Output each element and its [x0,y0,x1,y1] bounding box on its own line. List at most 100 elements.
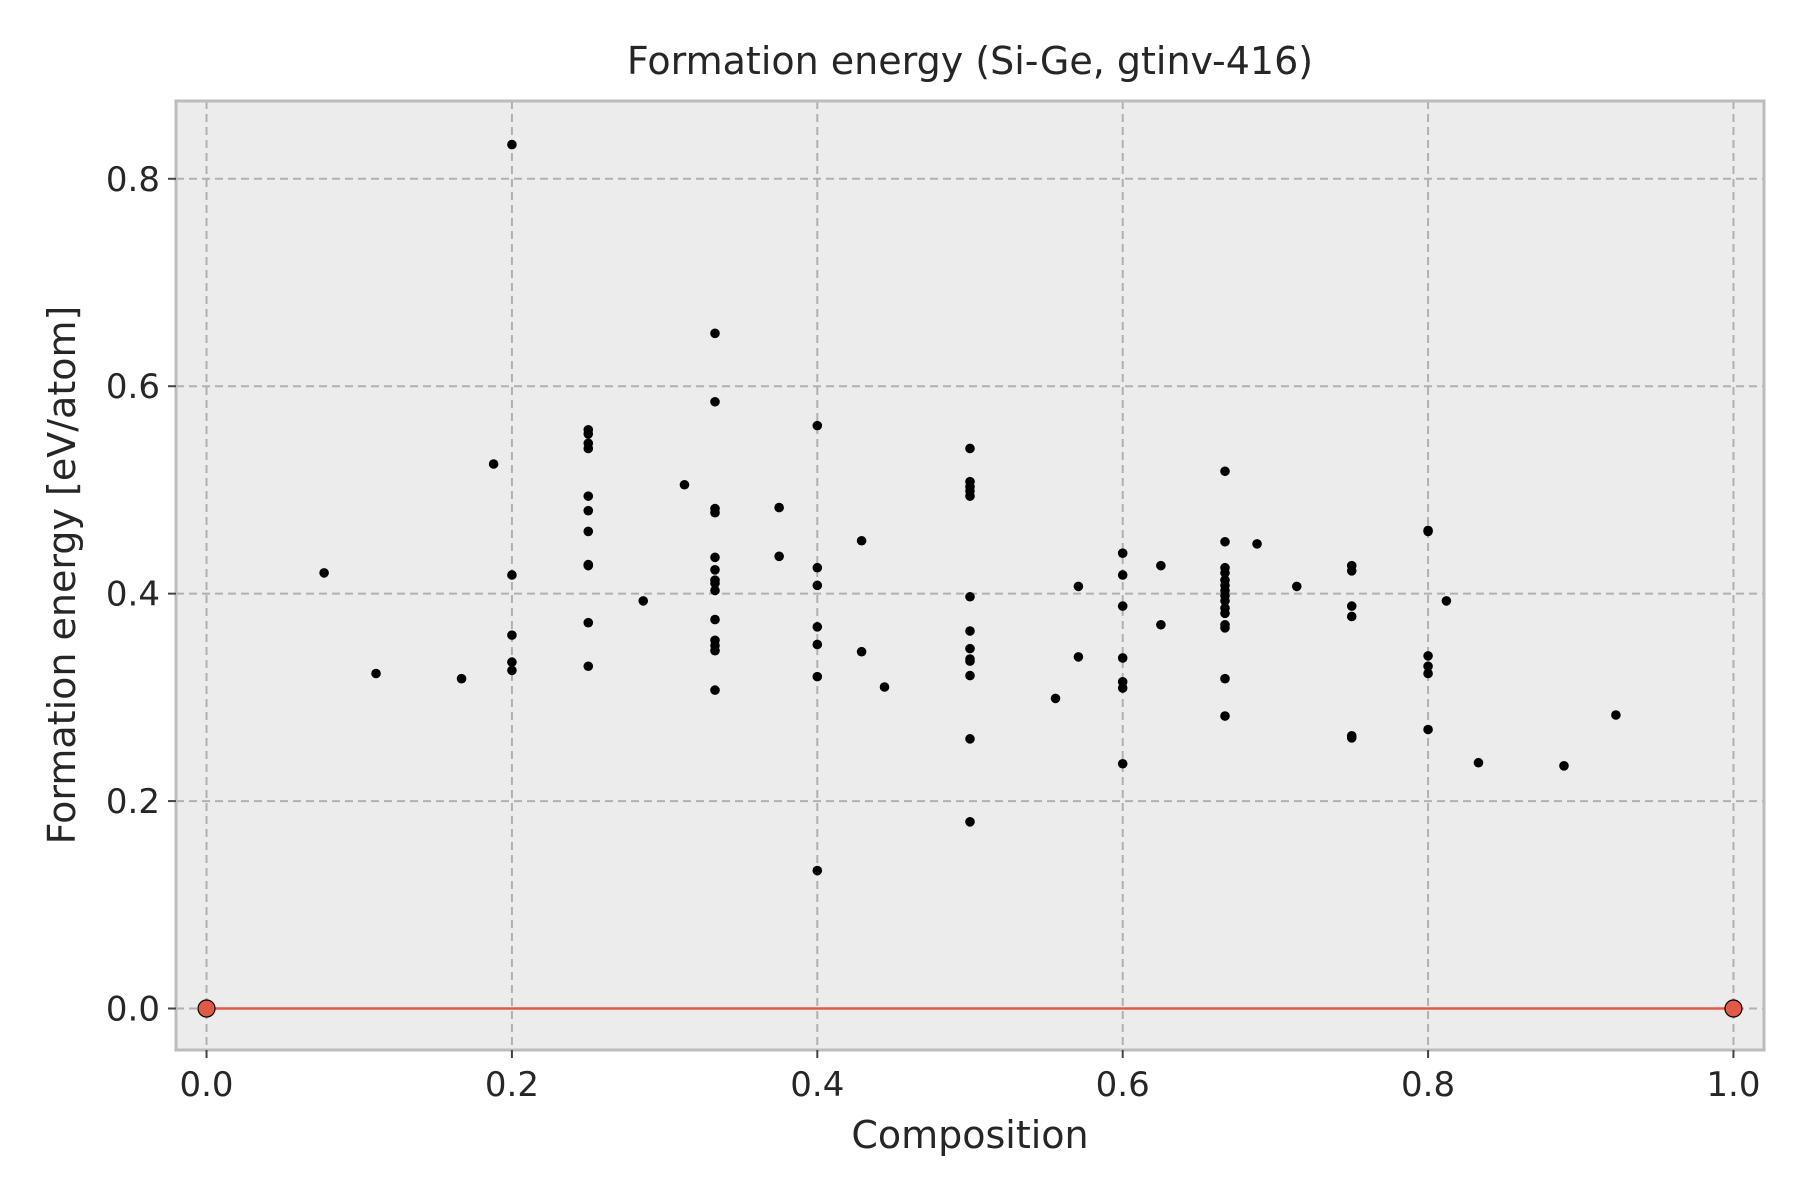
data-point [965,734,975,744]
data-point [679,479,690,490]
data-point [774,551,784,562]
data-point [812,622,823,632]
data-point [710,585,720,596]
x-tick-label: 0.4 [790,1065,844,1105]
data-point [812,420,823,431]
data-point [1117,570,1128,580]
data-point [1473,757,1484,768]
data-point [710,552,720,563]
data-point [1220,623,1230,633]
data-point [507,665,517,676]
data-point [1611,710,1621,720]
y-axis-ticks: 0.0 0.2 0.4 0.6 0.8 [106,160,176,1030]
data-point [1220,568,1230,578]
x-tick-label: 0.0 [179,1065,233,1105]
data-point [638,596,649,606]
data-point [507,657,517,667]
data-point [710,507,720,518]
data-point [812,639,823,650]
data-point [1291,581,1302,592]
data-point [812,671,823,682]
data-point [1073,652,1084,662]
hull-point [197,999,216,1018]
y-tick-label: 0.4 [106,575,160,615]
data-point [583,526,594,537]
data-point [1156,619,1166,630]
data-point [1117,601,1128,611]
data-point [965,656,975,666]
data-point [1346,733,1357,743]
data-point [1220,596,1230,606]
x-tick-label: 1.0 [1706,1065,1760,1105]
y-tick-label: 0.6 [106,367,160,407]
data-point [1117,653,1128,663]
data-points [319,139,1621,876]
convex-hull [197,999,1743,1018]
data-point [965,443,975,454]
data-point [1220,466,1230,477]
data-point [1559,761,1569,771]
data-point [1441,596,1452,606]
plot-frame [174,99,1766,1052]
data-point [1156,560,1166,571]
y-axis-label: Formation energy [eV/atom] [40,306,84,845]
data-point [507,630,517,640]
data-point [812,562,823,573]
data-point [879,682,890,692]
data-point [1423,661,1433,672]
data-point [965,643,975,654]
data-point [812,865,823,876]
data-point [1346,566,1357,576]
data-point [319,568,329,578]
data-point [371,668,381,679]
data-point [1117,758,1128,769]
data-point [856,535,867,546]
x-axis-label: Composition [851,1113,1088,1157]
data-point [1073,581,1084,592]
data-point [583,560,594,571]
data-point [456,673,467,684]
x-tick-label: 0.6 [1096,1065,1150,1105]
data-point [1117,548,1128,559]
data-point [1252,539,1262,549]
y-tick-label: 0.2 [106,782,160,822]
data-point [1423,724,1433,735]
data-point [583,661,594,672]
data-point [710,328,720,339]
data-point [1050,693,1061,704]
data-point [1346,601,1357,611]
data-point [507,139,517,150]
hull-point [1724,999,1743,1018]
y-tick-label: 0.8 [106,160,160,200]
data-point [1117,683,1128,693]
data-point [583,429,594,439]
data-point [710,614,720,625]
data-point [507,570,517,580]
data-point [710,645,720,656]
data-point [812,580,823,591]
data-point [1220,673,1230,684]
data-point [1220,711,1230,721]
x-tick-label: 0.8 [1401,1065,1455,1105]
x-axis-ticks: 0.0 0.2 0.4 0.6 0.8 1.0 [179,1050,1761,1105]
y-tick-label: 0.0 [106,990,160,1030]
data-point [583,617,594,628]
data-point [965,670,975,681]
data-point [1220,536,1230,547]
data-point [965,626,975,636]
data-point [710,578,720,589]
x-tick-label: 0.2 [485,1065,539,1105]
data-point [710,564,720,575]
data-point [965,817,975,827]
data-point [965,591,975,602]
data-point [965,491,975,501]
plot-background [176,101,1764,1050]
data-point [1423,668,1433,679]
data-point [710,685,720,695]
data-point [488,459,499,469]
data-point [1346,611,1357,622]
data-point [1220,608,1230,619]
data-point [583,443,594,454]
data-point [710,396,720,407]
